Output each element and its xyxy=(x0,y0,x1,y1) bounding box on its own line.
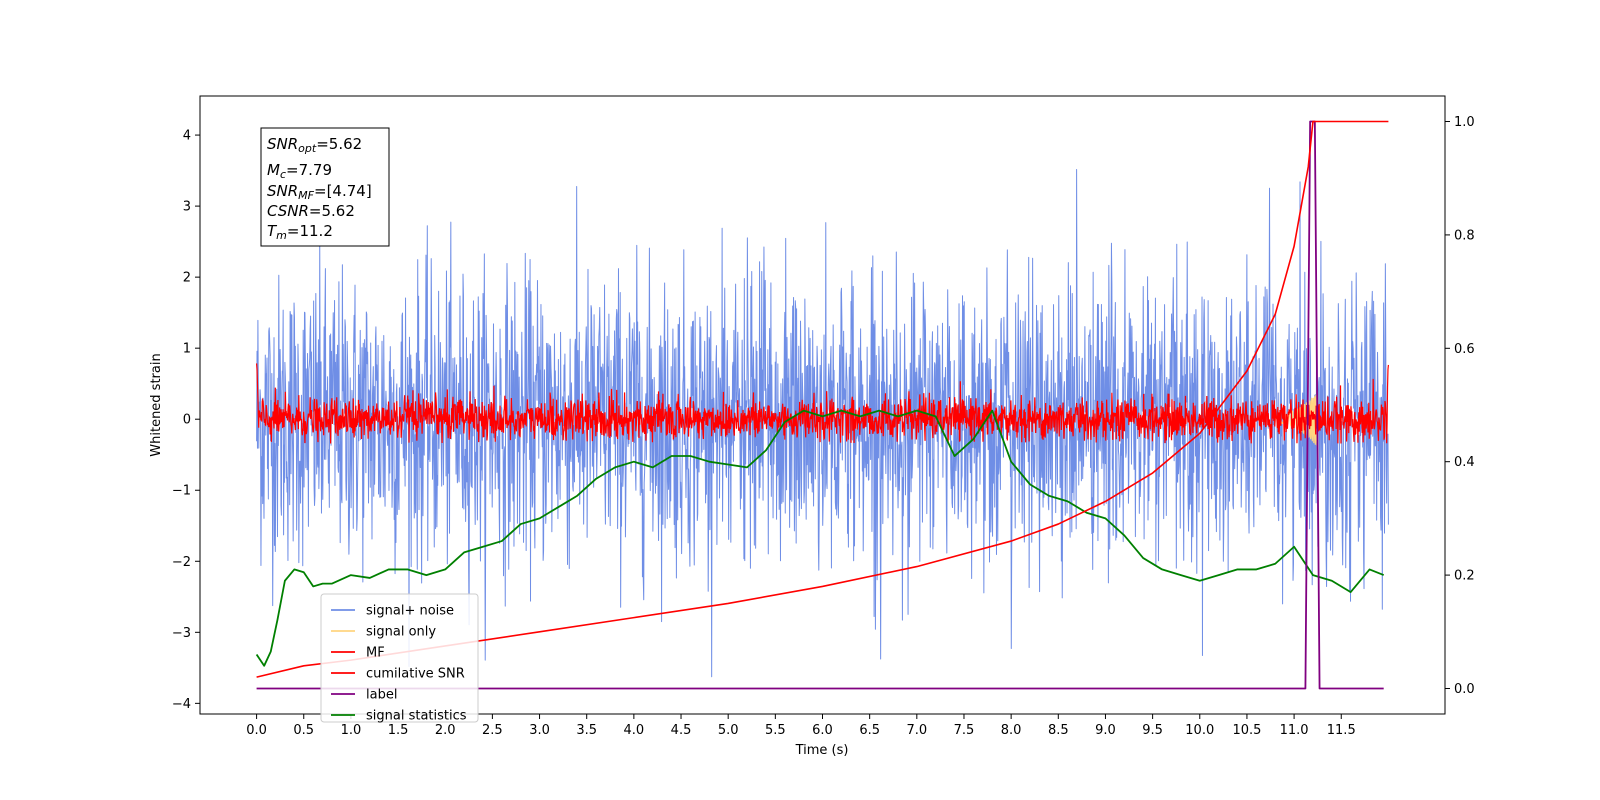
x-tick-label: 7.0 xyxy=(906,723,927,738)
annotation-snr-opt: SNRopt=5.62 xyxy=(267,135,362,155)
x-tick-label: 3.5 xyxy=(576,723,597,738)
y2-tick-label: 0.4 xyxy=(1454,455,1475,470)
y-axis-right: 1.0 0.8 0.6 0.4 0.2 0.0 xyxy=(1445,115,1475,697)
annotation-mc: Mc=7.79 xyxy=(267,161,332,181)
x-tick-label: 4.5 xyxy=(671,723,692,738)
y-tick-label: −4 xyxy=(172,697,191,712)
annotation-csnr: CSNR=5.62 xyxy=(267,202,355,220)
x-tick-label: 9.0 xyxy=(1095,723,1116,738)
y-axis-left: 4 3 2 1 0 −1 −2 −3 −4 xyxy=(172,129,200,712)
y-tick-label: 4 xyxy=(183,129,191,144)
x-tick-label: 0.0 xyxy=(246,723,267,738)
y-tick-label: 2 xyxy=(183,271,191,286)
x-tick-label: 11.0 xyxy=(1280,723,1309,738)
x-tick-label: 10.5 xyxy=(1232,723,1261,738)
y-tick-label: −1 xyxy=(172,484,191,499)
x-tick-label: 6.5 xyxy=(859,723,880,738)
series-mf xyxy=(255,363,1390,444)
legend-label-label: label xyxy=(366,688,397,703)
y-tick-label: 3 xyxy=(183,200,191,215)
x-tick-label: 6.0 xyxy=(812,723,833,738)
x-tick-label: 5.5 xyxy=(765,723,786,738)
y-axis-label: Whitened strain xyxy=(149,353,164,456)
annotation-tm: Tm=11.2 xyxy=(267,222,333,242)
legend-label-signal-noise: signal+ noise xyxy=(366,604,454,619)
x-tick-label: 5.0 xyxy=(718,723,739,738)
x-tick-label: 2.5 xyxy=(482,723,503,738)
x-tick-label: 7.5 xyxy=(954,723,975,738)
x-tick-label: 3.0 xyxy=(529,723,550,738)
legend-label-cumulative-snr: cumilative SNR xyxy=(366,667,465,682)
x-tick-label: 8.0 xyxy=(1001,723,1022,738)
legend-frame xyxy=(320,593,479,723)
y2-tick-label: 0.6 xyxy=(1454,342,1475,357)
legend-label-signal-only: signal only xyxy=(366,625,436,640)
x-axis-label: Time (s) xyxy=(795,743,849,758)
x-tick-label: 4.0 xyxy=(624,723,645,738)
x-tick-label: 9.5 xyxy=(1142,723,1163,738)
y2-tick-label: 0.0 xyxy=(1454,682,1475,697)
y2-tick-label: 0.8 xyxy=(1454,228,1475,243)
y2-tick-label: 1.0 xyxy=(1454,115,1475,130)
legend-label-signal-statistics: signal statistics xyxy=(366,709,467,724)
x-tick-label: 2.0 xyxy=(435,723,456,738)
annotation-box: SNRopt=5.62 Mc=7.79 SNRMF=[4.74] CSNR=5.… xyxy=(260,127,390,247)
x-tick-label: 11.5 xyxy=(1327,723,1356,738)
y-tick-label: −3 xyxy=(172,626,191,641)
legend: signal+ noise signal only MF cumilative SNR… xyxy=(320,593,479,724)
x-tick-label: 8.5 xyxy=(1048,723,1069,738)
legend-label-mf: MF xyxy=(366,646,385,661)
x-tick-label: 10.0 xyxy=(1185,723,1214,738)
x-tick-label: 0.5 xyxy=(293,723,314,738)
x-tick-label: 1.5 xyxy=(388,723,409,738)
y2-tick-label: 0.2 xyxy=(1454,569,1475,584)
x-axis: 0.0 0.5 1.0 1.5 2.0 2.5 3.0 3.5 4.0 4.5 5.0 5.5 6.0 6… xyxy=(246,714,1356,738)
line-layer xyxy=(255,120,1390,690)
y-tick-label: 1 xyxy=(183,342,191,357)
x-tick-label: 1.0 xyxy=(341,723,362,738)
y-tick-label: 0 xyxy=(183,413,191,428)
series-signal-statistics xyxy=(255,409,1385,667)
annotation-snr-mf: SNRMF=[4.74] xyxy=(267,182,372,202)
y-tick-label: −2 xyxy=(172,555,191,570)
